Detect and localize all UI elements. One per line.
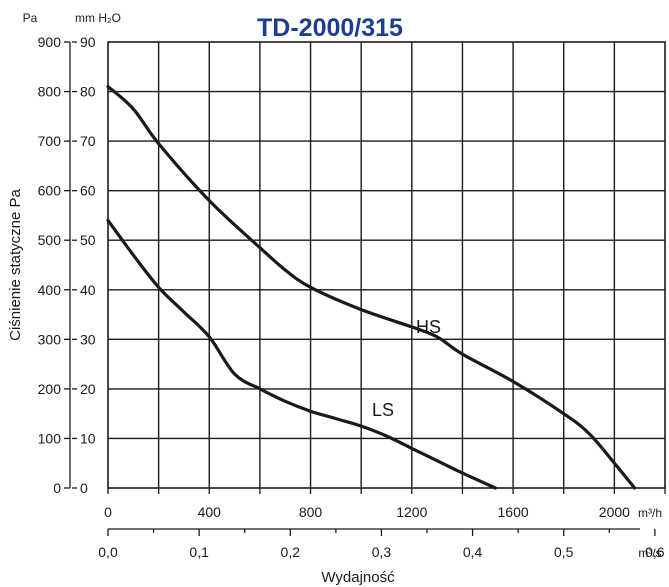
y-tick-label-mmh2o: 10 (80, 430, 96, 446)
y-tick-label-mmh2o: 0 (80, 480, 88, 496)
x-unit-secondary: m³/s (638, 546, 661, 560)
x-tick-label-m3h: 1200 (396, 504, 427, 520)
y-tick-label-mmh2o: 60 (80, 183, 96, 199)
y-tick-label-mmh2o: 50 (80, 232, 96, 248)
x-axis-label: Wydajność (321, 569, 395, 586)
y-tick-label-pa: 200 (38, 381, 62, 397)
y-tick-label-pa: 900 (38, 34, 62, 50)
x-axis-secondary: 0,0 0,1 0,2 0,3 0,4 0,5 0,6 (98, 528, 665, 560)
x-tick-label-m3s: 0,4 (463, 544, 483, 560)
y-unit-right: mm H₂O (75, 11, 121, 25)
x-tick-label-m3h: 2000 (599, 504, 630, 520)
x-tick-label-m3s: 0,2 (281, 544, 301, 560)
x-tick-label-m3s: 0,3 (372, 544, 392, 560)
y-tick-label-pa: 100 (38, 430, 62, 446)
y-tick-label-pa: 800 (38, 84, 62, 100)
x-tick-label-m3s: 0,6 (645, 544, 665, 560)
y-tick-label-mmh2o: 30 (80, 331, 96, 347)
y-axis-right: 0 10 20 30 40 50 60 70 80 90 (72, 34, 96, 496)
y-tick-label-mmh2o: 20 (80, 381, 96, 397)
x-tick-label-m3h: 0 (104, 504, 112, 520)
y-tick-label-mmh2o: 90 (80, 34, 96, 50)
x-unit-primary: m³/h (638, 506, 662, 520)
y-axis-left: 0 100 200 300 400 500 600 700 800 900 (38, 34, 71, 496)
x-tick-label-m3s: 0,5 (554, 544, 574, 560)
y-tick-label-mmh2o: 40 (80, 282, 96, 298)
plot-frame (107, 41, 666, 489)
grid (108, 42, 665, 488)
x-tick-label-m3h: 800 (299, 504, 323, 520)
y-tick-label-mmh2o: 80 (80, 84, 96, 100)
x-tick-label-m3h: 1600 (498, 504, 529, 520)
y-axis-label: Ciśnienie statyczne Pa (7, 188, 24, 340)
y-tick-label-pa: 0 (53, 480, 61, 496)
series-line-ls (106, 218, 497, 490)
y-tick-label-pa: 700 (38, 133, 62, 149)
series-line-hs (106, 85, 637, 490)
x-tick-label-m3h: 400 (198, 504, 222, 520)
series-label-hs: HS (416, 317, 441, 337)
curves (106, 85, 637, 490)
x-tick-label-m3s: 0,0 (98, 544, 118, 560)
x-tick-label-m3s: 0,1 (189, 544, 209, 560)
y-tick-label-pa: 600 (38, 183, 62, 199)
chart-title: TD-2000/315 (257, 14, 403, 42)
x-axis-primary: 0 400 800 1200 1600 2000 (104, 488, 666, 520)
y-tick-label-pa: 300 (38, 331, 62, 347)
y-tick-label-pa: 500 (38, 232, 62, 248)
y-unit-left: Pa (23, 11, 38, 25)
y-tick-label-pa: 400 (38, 282, 62, 298)
series-label-ls: LS (372, 400, 394, 420)
y-tick-label-mmh2o: 70 (80, 133, 96, 149)
